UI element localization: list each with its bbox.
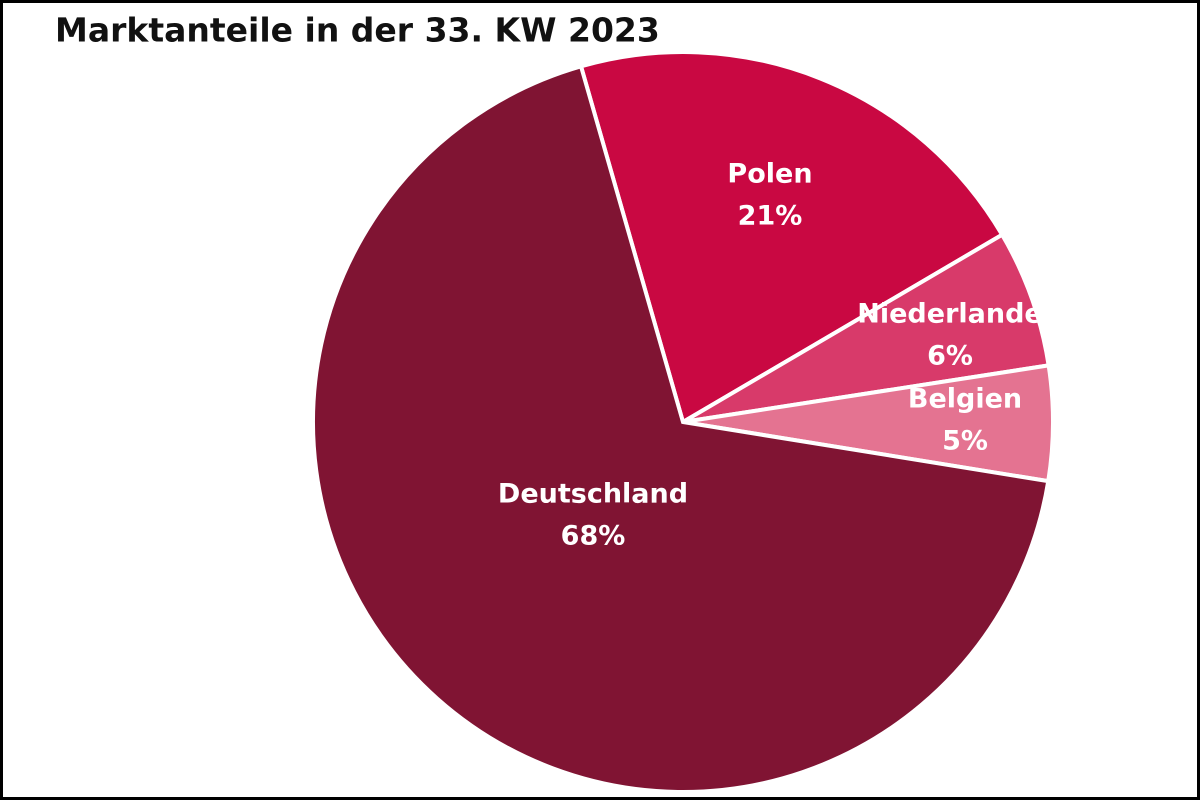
slice-label: Deutschland bbox=[498, 479, 688, 510]
value-label: 21% bbox=[738, 201, 803, 232]
slice-label: Polen bbox=[727, 159, 812, 190]
value-label: 68% bbox=[561, 521, 626, 552]
pie-slice bbox=[681, 232, 1051, 424]
chart-title: Marktanteile in der 33. KW 2023 bbox=[55, 11, 660, 50]
pie-slice bbox=[311, 63, 1051, 794]
value-label: 5% bbox=[942, 426, 988, 457]
value-label: 6% bbox=[927, 341, 973, 372]
pie-slice bbox=[578, 50, 1005, 426]
slice-label: Niederlande bbox=[857, 299, 1042, 330]
slice-label: Belgien bbox=[908, 384, 1022, 415]
